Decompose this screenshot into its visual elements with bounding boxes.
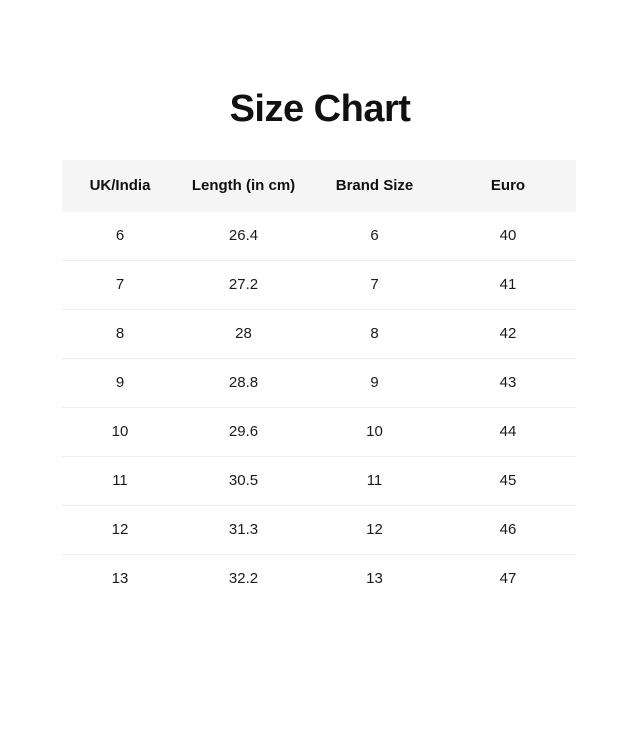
table-header-row: UK/India Length (in cm) Brand Size Euro [62, 160, 576, 212]
table-row: 11 30.5 11 45 [62, 456, 576, 506]
cell-euro: 45 [440, 456, 576, 506]
column-header-length-cm: Length (in cm) [191, 177, 296, 194]
cell-uk-india: 11 [62, 456, 178, 506]
cell-euro: 43 [440, 358, 576, 408]
size-chart-table: UK/India Length (in cm) Brand Size Euro … [62, 160, 576, 603]
cell-uk-india: 6 [115, 227, 125, 244]
table-row: 8 28 8 42 [62, 309, 576, 359]
cell-euro: 42 [440, 309, 576, 359]
cell-uk-india: 12 [62, 505, 178, 555]
cell-length-cm: 26.4 [228, 227, 259, 244]
cell-uk-india: 8 [62, 309, 178, 359]
cell-uk-india: 10 [62, 407, 178, 457]
size-chart-table-container: UK/India Length (in cm) Brand Size Euro … [62, 160, 576, 603]
table-row: 10 29.6 10 44 [62, 407, 576, 457]
cell-uk-india: 7 [62, 260, 178, 310]
column-header-euro: Euro [490, 177, 526, 194]
table-row: 7 27.2 7 41 [62, 260, 576, 310]
cell-euro: 41 [440, 260, 576, 310]
table-row: 13 32.2 13 47 [62, 554, 576, 603]
table-row: 9 28.8 9 43 [62, 358, 576, 408]
cell-brand-size: 12 [309, 505, 440, 555]
column-header-uk-india: UK/India [89, 177, 151, 194]
cell-length-cm: 31.3 [178, 505, 309, 555]
page-title: Size Chart [229, 88, 411, 130]
cell-euro: 44 [440, 407, 576, 457]
cell-length-cm: 28 [178, 309, 309, 359]
cell-length-cm: 32.2 [178, 554, 309, 603]
cell-uk-india: 9 [62, 358, 178, 408]
cell-brand-size: 6 [370, 227, 379, 244]
table-header: UK/India Length (in cm) Brand Size Euro [62, 160, 576, 212]
cell-brand-size: 11 [309, 456, 440, 506]
column-header-brand-size: Brand Size [335, 177, 414, 194]
cell-length-cm: 30.5 [178, 456, 309, 506]
cell-brand-size: 8 [309, 309, 440, 359]
table-row: 6 26.4 6 40 [62, 212, 576, 261]
cell-brand-size: 7 [309, 260, 440, 310]
cell-length-cm: 27.2 [178, 260, 309, 310]
cell-euro: 40 [499, 227, 517, 244]
table-row: 12 31.3 12 46 [62, 505, 576, 555]
cell-uk-india: 13 [62, 554, 178, 603]
cell-length-cm: 28.8 [178, 358, 309, 408]
table-body: 6 26.4 6 40 7 27.2 7 41 8 28 8 42 [62, 212, 576, 603]
cell-euro: 46 [440, 505, 576, 555]
cell-brand-size: 9 [309, 358, 440, 408]
cell-euro: 47 [440, 554, 576, 603]
cell-brand-size: 13 [309, 554, 440, 603]
cell-length-cm: 29.6 [178, 407, 309, 457]
cell-brand-size: 10 [309, 407, 440, 457]
